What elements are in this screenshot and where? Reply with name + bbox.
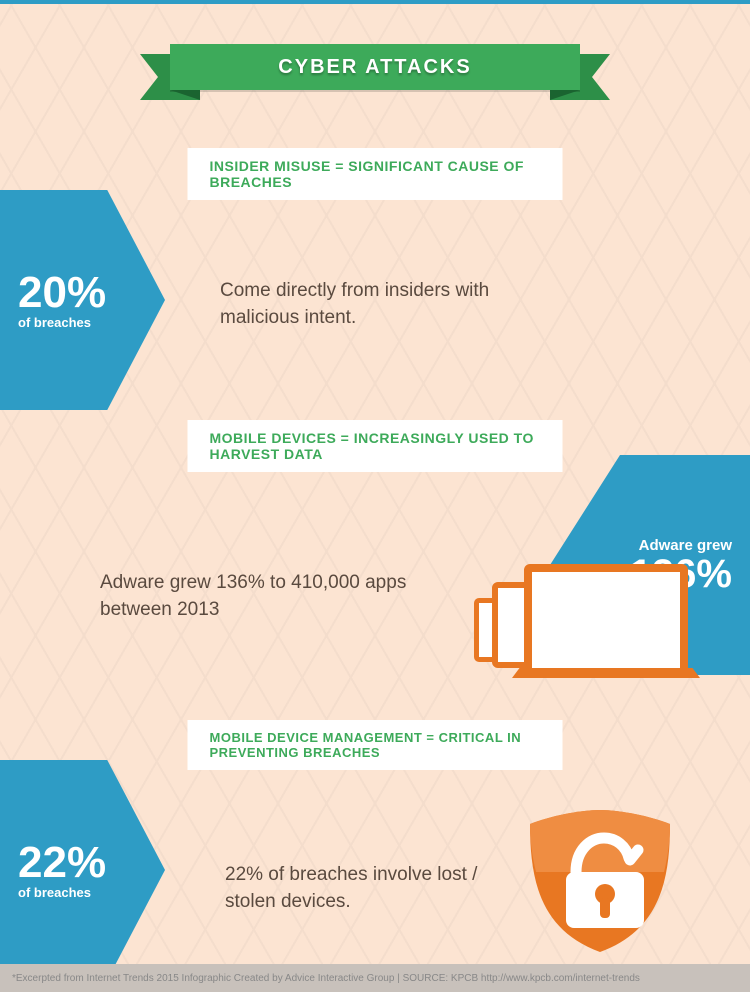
footer-source: *Excerpted from Internet Trends 2015 Inf… — [0, 964, 750, 992]
section3-pct-sub: of breaches — [18, 885, 165, 900]
section1-pct: 20% — [18, 271, 165, 315]
section3-pct: 22% — [18, 841, 165, 885]
section2-body: Adware grew 136% to 410,000 apps between… — [100, 570, 430, 623]
section3-body: 22% of breaches involve lost / stolen de… — [225, 862, 485, 915]
top-border — [0, 0, 750, 4]
shield-lock-icon — [520, 800, 680, 960]
section3-label: MOBILE DEVICE MANAGEMENT = CRITICAL IN P… — [188, 720, 563, 770]
section1-body: Come directly from insiders with malicio… — [220, 278, 560, 331]
section1-label: INSIDER MISUSE = SIGNIFICANT CAUSE OF BR… — [188, 148, 563, 200]
section2-label: MOBILE DEVICES = INCREASINGLY USED TO HA… — [188, 420, 563, 472]
title-ribbon: CYBER ATTACKS — [140, 44, 610, 100]
section1-pct-sub: of breaches — [18, 315, 165, 330]
page-title: CYBER ATTACKS — [278, 56, 471, 79]
footer-text: *Excerpted from Internet Trends 2015 Inf… — [12, 973, 640, 984]
devices-icon — [480, 550, 700, 690]
